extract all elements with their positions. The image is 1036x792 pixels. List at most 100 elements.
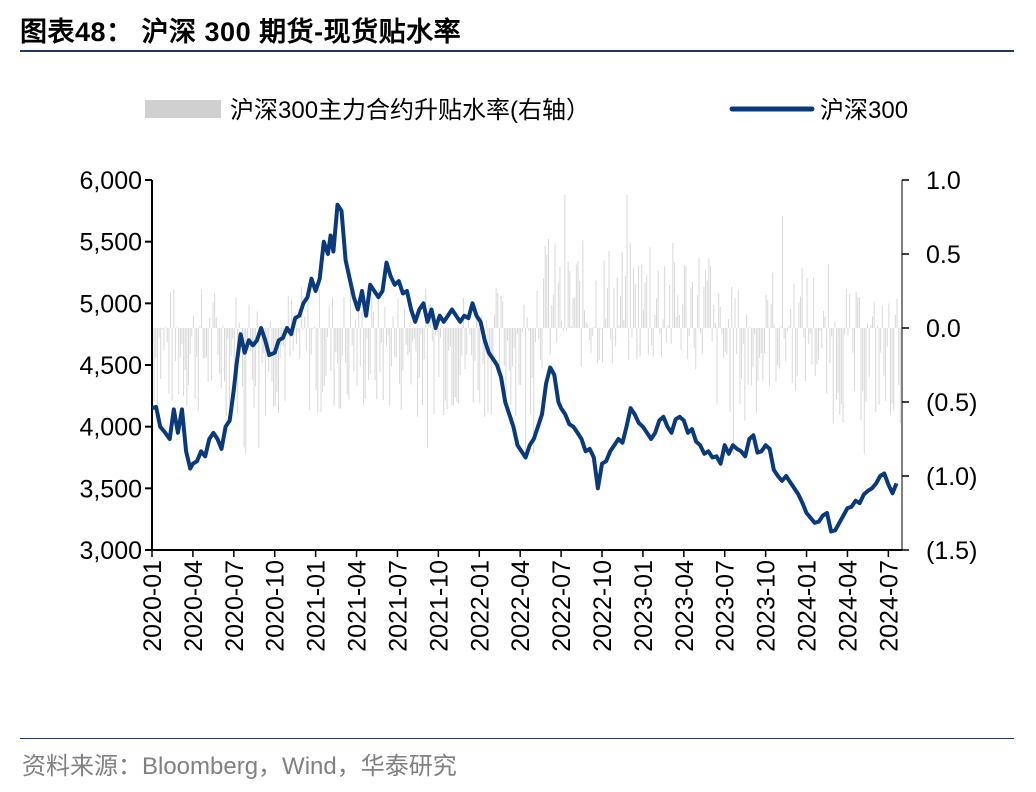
basis-bar bbox=[593, 327, 595, 328]
basis-bar bbox=[453, 328, 455, 406]
x-tick-label: 2022-10 bbox=[589, 560, 617, 652]
basis-bar bbox=[179, 328, 181, 358]
basis-bar bbox=[232, 328, 234, 339]
basis-bar bbox=[206, 328, 207, 357]
basis-bar bbox=[474, 328, 476, 361]
basis-bar bbox=[747, 328, 749, 385]
basis-bar bbox=[323, 328, 325, 386]
basis-bar bbox=[461, 328, 463, 356]
basis-bar bbox=[305, 328, 307, 350]
basis-bar bbox=[590, 328, 592, 353]
basis-bar bbox=[575, 264, 577, 328]
basis-bar bbox=[562, 328, 564, 331]
basis-bar bbox=[585, 322, 587, 328]
basis-bar bbox=[446, 328, 448, 410]
basis-bar bbox=[343, 296, 345, 328]
basis-bar bbox=[299, 328, 301, 359]
basis-bar bbox=[413, 328, 415, 339]
basis-bar bbox=[705, 269, 707, 328]
basis-bar bbox=[487, 328, 489, 413]
basis-bar bbox=[332, 297, 333, 328]
basis-bar bbox=[881, 305, 883, 328]
basis-bar bbox=[608, 251, 610, 328]
x-tick-label: 2020-01 bbox=[139, 560, 167, 652]
basis-bar bbox=[183, 328, 185, 397]
basis-bar bbox=[219, 328, 221, 374]
basis-bar bbox=[251, 328, 253, 380]
basis-bar bbox=[543, 278, 545, 328]
left-tick-label: 3,000 bbox=[79, 537, 142, 565]
basis-bar bbox=[849, 293, 851, 328]
basis-bar bbox=[737, 290, 739, 328]
basis-bar bbox=[876, 325, 878, 328]
basis-bar bbox=[675, 316, 677, 328]
basis-bar bbox=[338, 328, 340, 409]
basis-bar bbox=[153, 328, 155, 402]
left-tick-label: 3,500 bbox=[79, 475, 142, 503]
basis-bar bbox=[199, 326, 201, 328]
basis-bar bbox=[706, 280, 708, 328]
basis-bar bbox=[322, 328, 324, 393]
basis-bar bbox=[793, 283, 795, 328]
basis-bar bbox=[556, 328, 558, 342]
basis-bar bbox=[287, 296, 289, 328]
basis-bar bbox=[888, 303, 890, 328]
basis-bar bbox=[523, 304, 525, 328]
basis-bar bbox=[664, 266, 666, 328]
source-note: 资料来源：Bloomberg，Wind，华泰研究 bbox=[22, 753, 457, 780]
basis-bar bbox=[366, 328, 368, 339]
basis-bar bbox=[348, 328, 350, 400]
basis-bar bbox=[803, 328, 805, 338]
x-tick-label: 2023-01 bbox=[630, 560, 658, 652]
basis-bar bbox=[227, 328, 229, 339]
basis-bar bbox=[665, 328, 667, 343]
basis-bar bbox=[600, 328, 602, 329]
x-tick-label: 2022-04 bbox=[507, 560, 535, 652]
basis-bar bbox=[274, 328, 276, 406]
basis-bar bbox=[690, 287, 692, 328]
basis-bar bbox=[638, 265, 639, 328]
basis-bar bbox=[158, 328, 160, 339]
basis-bar bbox=[423, 328, 425, 360]
basis-bar bbox=[734, 298, 736, 328]
basis-bar bbox=[806, 278, 808, 328]
basis-bar bbox=[894, 314, 896, 328]
basis-bar bbox=[340, 328, 342, 409]
basis-bar bbox=[834, 321, 836, 328]
basis-bar bbox=[641, 264, 643, 328]
basis-bar bbox=[458, 328, 459, 404]
basis-bar bbox=[503, 328, 505, 366]
basis-bar bbox=[777, 328, 779, 365]
basis-bar bbox=[816, 328, 818, 365]
basis-bar bbox=[188, 328, 189, 386]
basis-bar bbox=[551, 305, 553, 328]
basis-bar bbox=[374, 328, 376, 380]
basis-bar bbox=[276, 328, 278, 392]
basis-bar bbox=[405, 328, 407, 345]
basis-bar bbox=[418, 328, 420, 378]
basis-bar bbox=[444, 328, 446, 401]
basis-bar bbox=[636, 328, 638, 360]
basis-bar bbox=[449, 328, 451, 347]
basis-bar bbox=[800, 296, 801, 328]
title-rule bbox=[20, 50, 1014, 52]
basis-bar bbox=[662, 319, 664, 328]
left-tick-label: 5,000 bbox=[79, 290, 142, 318]
basis-bar bbox=[896, 298, 898, 328]
basis-bar bbox=[168, 328, 170, 394]
basis-bar bbox=[863, 328, 865, 454]
basis-bar bbox=[798, 302, 800, 328]
basis-bar bbox=[240, 328, 242, 329]
basis-bar bbox=[714, 322, 716, 328]
basis-bar bbox=[497, 292, 499, 328]
basis-bar bbox=[173, 289, 175, 328]
basis-bar bbox=[845, 288, 847, 328]
basis-bar bbox=[570, 326, 572, 328]
basis-bar bbox=[764, 328, 765, 354]
basis-bar bbox=[875, 328, 877, 413]
basis-bar bbox=[525, 328, 527, 454]
axes bbox=[145, 179, 909, 557]
basis-bar bbox=[885, 328, 887, 401]
basis-bar bbox=[685, 266, 687, 328]
left-tick-label: 6,000 bbox=[79, 167, 142, 195]
